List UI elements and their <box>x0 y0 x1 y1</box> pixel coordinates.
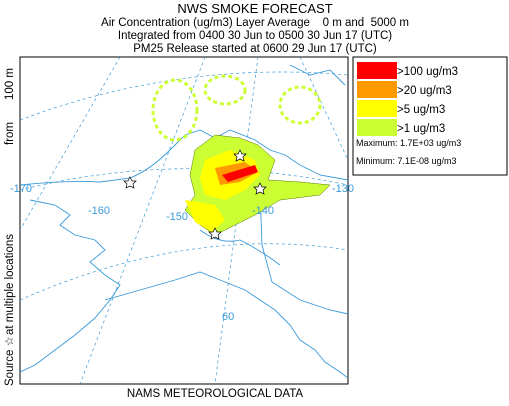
subtitle: Integrated from 0400 30 Jun to 0500 30 J… <box>118 30 392 42</box>
map-label: -170 <box>10 183 32 195</box>
map: -170 -160 -150 -140 -130 60 <box>10 56 354 385</box>
map-label: -160 <box>88 205 110 217</box>
subtitle: PM25 Release started at 0600 29 Jun 17 (… <box>133 43 377 55</box>
legend-label: >1 ug/m3 <box>397 123 445 135</box>
side-text: from <box>4 122 16 145</box>
border <box>259 189 348 315</box>
graticule <box>20 168 348 191</box>
legend: >100 ug/m3 >20 ug/m3 >5 ug/m3 >1 ug/m3 Maxim… <box>352 56 508 176</box>
legend-label: >100 ug/m3 <box>397 66 458 78</box>
map-label: -130 <box>332 183 354 195</box>
legend-label: >5 ug/m3 <box>397 104 445 116</box>
graticule <box>20 243 348 301</box>
subtitle: Air Concentration (ug/m3) Layer Average … <box>101 17 409 29</box>
side-text: Source ☆ <box>4 336 16 386</box>
side-text: at multiple locations <box>4 234 16 335</box>
side-text: 100 m <box>4 68 16 100</box>
legend-swatch <box>357 81 397 98</box>
coastline <box>104 271 348 379</box>
map-label: -140 <box>252 205 274 217</box>
map-label: 60 <box>222 311 234 323</box>
side-label: Source ☆ at multiple locations from 100 … <box>4 68 16 386</box>
legend-maximum: Maximum: 1.7E+03 ug/m3 <box>356 138 461 148</box>
legend-minimum: Minimum: 7.1E-08 ug/m3 <box>356 156 457 166</box>
coastline <box>289 64 346 86</box>
sources <box>123 149 267 240</box>
footer: NAMS METEOROLOGICAL DATA <box>127 388 303 400</box>
legend-swatch <box>357 119 397 136</box>
coastline <box>20 129 348 186</box>
smoke <box>151 74 331 236</box>
legend-label: >20 ug/m3 <box>397 85 452 97</box>
coastline <box>20 199 121 373</box>
legend-swatch <box>357 62 397 79</box>
map-label: -150 <box>166 211 188 223</box>
legend-swatch <box>357 100 397 117</box>
graticule <box>79 57 206 384</box>
title: NWS SMOKE FORECAST <box>177 1 332 16</box>
